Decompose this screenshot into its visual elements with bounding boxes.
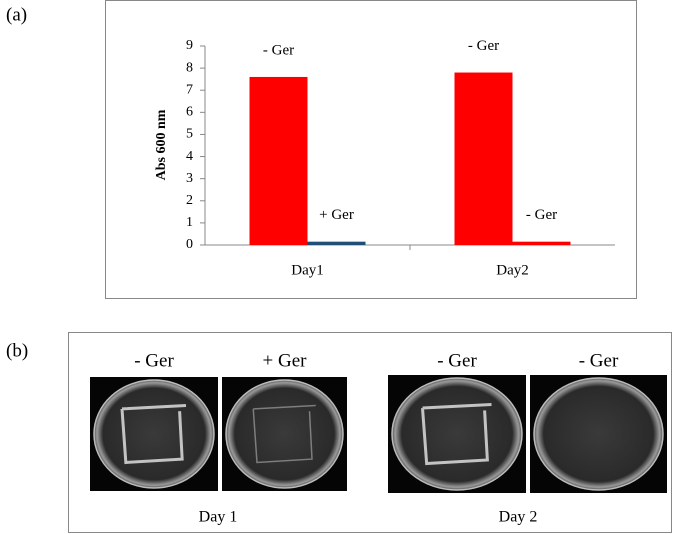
photo-frame	[68, 332, 672, 533]
plate-label: - Ger	[437, 350, 477, 371]
petri-dish	[225, 379, 344, 489]
panel-label: (a)	[6, 4, 27, 25]
streak	[421, 403, 492, 466]
y-tick-label: 6	[186, 105, 193, 120]
y-tick-label: 4	[186, 149, 193, 164]
bar-label: - Ger	[263, 42, 294, 58]
bar	[454, 72, 513, 246]
plate-label: - Ger	[579, 350, 619, 371]
streak	[252, 404, 316, 464]
bar-label: - Ger	[526, 207, 557, 223]
group-label: Day 1	[199, 509, 238, 526]
petri-dish	[391, 377, 523, 491]
panel-label: (b)	[6, 340, 28, 361]
bar	[249, 76, 308, 245]
bar	[307, 241, 366, 245]
y-tick-label: 2	[186, 193, 193, 208]
y-tick-label: 0	[186, 237, 193, 252]
y-tick-label: 8	[186, 60, 193, 75]
chart-frame	[105, 0, 637, 299]
plate-label: - Ger	[134, 350, 174, 371]
plate-label: + Ger	[263, 350, 308, 371]
x-tick-label: Day2	[496, 262, 529, 278]
bar-label: - Ger	[468, 38, 499, 54]
y-tick-label: 5	[186, 127, 193, 142]
x-tick-label: Day1	[291, 262, 324, 278]
y-tick-label: 7	[186, 82, 193, 97]
y-tick-label: 9	[186, 38, 193, 53]
bar-label: + Ger	[319, 207, 354, 223]
petri-dish	[93, 379, 215, 489]
y-tick-label: 3	[186, 171, 193, 186]
bar	[512, 241, 571, 245]
streak	[120, 404, 187, 465]
group-label: Day 2	[499, 509, 538, 526]
y-tick-label: 1	[186, 215, 193, 230]
y-axis-label: Abs 600 nm	[154, 109, 169, 180]
petri-dish	[533, 377, 664, 491]
